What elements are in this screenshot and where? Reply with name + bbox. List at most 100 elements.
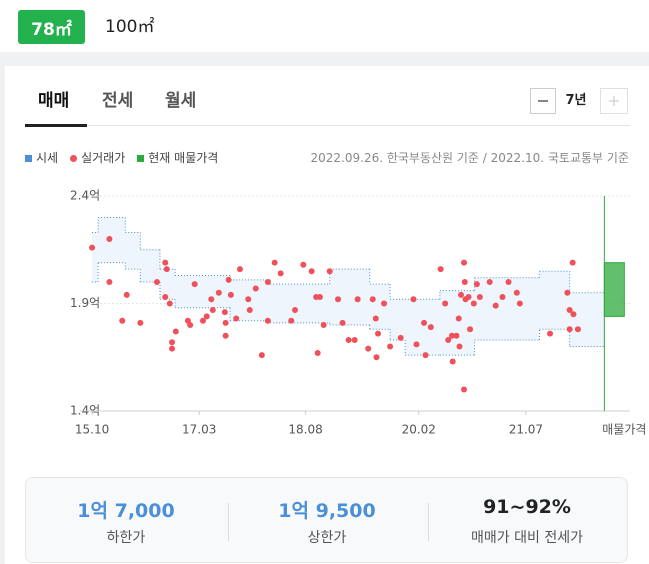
- summary-label: 상한가: [307, 530, 347, 546]
- transaction-point: [89, 244, 96, 251]
- transaction-point: [236, 266, 243, 273]
- x-tick-label: 18.08: [288, 423, 322, 437]
- transaction-point: [227, 291, 234, 298]
- transaction-point: [339, 319, 346, 326]
- transaction-point: [499, 294, 506, 301]
- transaction-point: [308, 268, 315, 275]
- transaction-point: [326, 268, 333, 275]
- transaction-point: [351, 337, 358, 344]
- transaction-point: [397, 334, 404, 341]
- transaction-point: [264, 279, 271, 285]
- transaction-point: [354, 296, 361, 303]
- transaction-point: [381, 300, 388, 307]
- transaction-point: [422, 352, 429, 359]
- tab-divider: [25, 125, 630, 126]
- transaction-point: [320, 322, 327, 328]
- band-fill: [474, 277, 540, 341]
- transaction-point: [187, 322, 194, 328]
- period-plus[interactable]: [600, 88, 628, 114]
- legend-swatch: [137, 154, 145, 162]
- transaction-point: [221, 309, 228, 316]
- tab-selected[interactable]: 매매: [38, 91, 70, 111]
- transaction-point: [461, 259, 468, 266]
- transaction-point: [421, 319, 428, 326]
- summary-label: 하한가: [106, 530, 146, 546]
- summary-label: 매매가 대비 전세가: [471, 530, 583, 546]
- transaction-point: [162, 259, 169, 266]
- source-note: 2022.09.26. 한국부동산원 기준 / 2022.10. 국토교통부 기…: [310, 151, 630, 165]
- band-fill: [390, 299, 406, 341]
- transaction-point: [209, 306, 216, 313]
- legend-label: 현재 매물가격: [148, 151, 219, 165]
- transaction-point: [566, 306, 573, 313]
- transaction-point: [547, 330, 554, 337]
- transaction-point: [162, 294, 169, 301]
- tab[interactable]: 전세: [102, 91, 134, 111]
- transaction-point: [373, 354, 380, 361]
- transaction-point: [106, 279, 113, 285]
- transaction-point: [222, 319, 229, 326]
- transaction-point: [437, 266, 444, 273]
- transaction-point: [461, 386, 468, 393]
- transaction-point: [410, 296, 417, 303]
- area-tab-selected[interactable]: 78㎡: [18, 10, 85, 44]
- period: 7년: [565, 93, 587, 108]
- summary-item: 1억 9,500 상한가: [227, 478, 427, 564]
- transaction-point: [473, 281, 480, 288]
- area-tab[interactable]: 100㎡: [105, 17, 155, 37]
- separator: [0, 52, 649, 66]
- band-fill: [569, 292, 605, 347]
- transaction-point: [258, 352, 265, 359]
- period-minus[interactable]: [530, 88, 556, 114]
- transaction-point: [467, 326, 474, 333]
- transaction-point: [365, 345, 372, 352]
- transaction-point: [215, 289, 222, 296]
- tab-indicator: [25, 124, 87, 127]
- transaction-point: [191, 281, 198, 288]
- transaction-point: [456, 343, 463, 350]
- band-fill: [140, 249, 160, 282]
- transaction-point: [252, 285, 259, 292]
- transaction-point: [455, 315, 462, 322]
- transaction-point: [245, 296, 252, 303]
- transaction-point: [153, 279, 160, 285]
- transaction-point: [470, 300, 477, 307]
- listing-range: [603, 262, 625, 317]
- x-tick-label: 매물가격: [602, 423, 646, 437]
- transaction-point: [199, 317, 206, 324]
- band-fill: [92, 232, 99, 282]
- transaction-point: [203, 313, 210, 320]
- transaction-point: [172, 328, 179, 335]
- transaction-point: [169, 345, 176, 352]
- summary-value: 1억 9,500: [278, 500, 376, 522]
- transaction-point: [453, 332, 460, 339]
- transaction-point: [372, 315, 379, 322]
- transaction-point: [375, 330, 382, 337]
- legend-swatch: [25, 154, 32, 162]
- transaction-point: [264, 317, 271, 324]
- band-fill: [159, 269, 176, 300]
- transaction-point: [271, 259, 278, 266]
- transaction-point: [277, 270, 284, 277]
- transaction-point: [233, 315, 240, 322]
- transaction-point: [123, 291, 130, 298]
- transaction-point: [292, 306, 299, 313]
- transaction-point: [513, 289, 520, 296]
- transaction-point: [246, 306, 253, 313]
- y-tick-label: 2.4억: [70, 189, 100, 203]
- transaction-point: [369, 296, 376, 303]
- transaction-point: [387, 343, 394, 350]
- transaction-point: [570, 311, 577, 318]
- legend: 시세 실거래가 현재 매물가격: [25, 150, 218, 166]
- transaction-point: [516, 300, 523, 307]
- transaction-point: [569, 259, 576, 266]
- transaction-point: [574, 326, 581, 333]
- transaction-point: [300, 261, 307, 268]
- transaction-point: [345, 337, 352, 344]
- transaction-point: [413, 341, 420, 348]
- transaction-point: [314, 349, 321, 356]
- transaction-point: [288, 317, 295, 324]
- tab[interactable]: 월세: [165, 91, 197, 111]
